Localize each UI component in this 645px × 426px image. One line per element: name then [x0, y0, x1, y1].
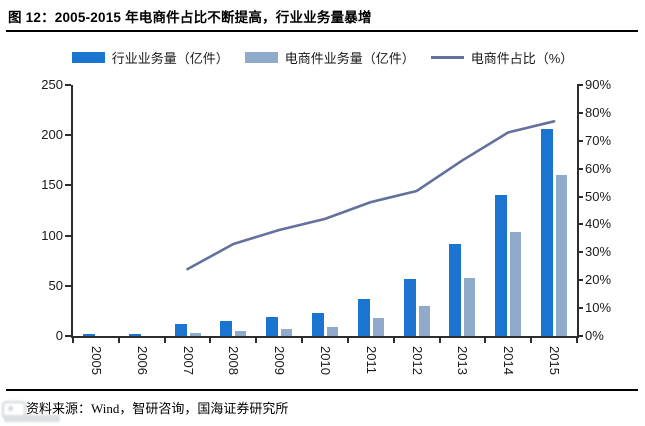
x-axis-tick	[163, 336, 166, 343]
right-axis-label: 40%	[585, 216, 612, 232]
bar-2013-ecommerce	[464, 277, 476, 336]
x-axis-tick	[117, 336, 120, 343]
left-axis-label: 200	[41, 127, 63, 143]
right-axis-label: 70%	[585, 132, 612, 148]
plot-area: 0 50 100 150 200 250 0% 10% 20% 30% 40% 50% 60% 70% 80…	[41, 78, 611, 375]
right-axis-label: 80%	[585, 104, 612, 120]
right-axis-label: 30%	[585, 244, 612, 260]
watermark-blurred-text	[4, 415, 60, 422]
right-axis-label: 50%	[585, 188, 612, 204]
right-axis-label: 60%	[585, 160, 612, 176]
x-axis-tick	[392, 336, 395, 343]
ecommerce-share-line	[186, 119, 556, 271]
bar-2014-industry	[495, 195, 508, 336]
bar-2013-industry	[449, 243, 462, 336]
x-axis-tick	[530, 336, 533, 343]
bar-2007-ecommerce	[189, 333, 201, 336]
x-axis-label-text: 2014	[501, 346, 517, 375]
x-axis-label-text: 2011	[363, 346, 379, 374]
left-axis-label: 50	[48, 277, 63, 293]
x-axis-tick	[484, 336, 487, 343]
left-axis-label: 150	[41, 177, 63, 193]
bar-2010-industry	[312, 312, 324, 336]
x-axis-label-text: 2012	[409, 346, 425, 375]
x-axis-label-text: 2007	[180, 346, 196, 375]
x-axis-tick	[209, 336, 212, 343]
bar-2012-ecommerce	[418, 305, 430, 336]
x-axis-tick	[301, 336, 304, 343]
right-axis-tick	[577, 335, 583, 337]
bar-2012-industry	[403, 278, 416, 336]
x-axis-tick	[346, 336, 349, 343]
x-axis-label-text: 2006	[134, 346, 150, 375]
right-axis-label: 10%	[585, 300, 612, 316]
legend-item-ecommerce-share: 电商件占比（%）	[430, 48, 574, 67]
bar-2010-ecommerce	[327, 326, 338, 336]
right-axis-tick	[577, 195, 583, 198]
right-axis-tick	[577, 139, 583, 142]
right-axis-tick	[577, 223, 583, 226]
right-axis-tick	[577, 111, 583, 114]
watermark-dot-icon	[8, 406, 13, 411]
bar-2007-industry	[174, 323, 187, 336]
left-axis-tick	[65, 84, 71, 86]
bar-2015-industry	[541, 129, 554, 336]
x-axis-tick	[576, 336, 578, 343]
x-axis-label-text: 2008	[226, 346, 242, 375]
x-axis-tick	[438, 336, 441, 343]
left-axis-tick	[65, 184, 71, 187]
right-axis-label: 0%	[585, 328, 604, 343]
x-axis-label-text: 2015	[547, 346, 563, 375]
right-axis-label: 20%	[585, 272, 612, 288]
bar-2009-ecommerce	[281, 328, 293, 336]
right-axis-tick	[577, 307, 583, 310]
chart-legend: 行业业务量（亿件） 电商件业务量（亿件） 电商件占比（%）	[0, 47, 645, 67]
left-axis-tick	[65, 284, 71, 287]
bar-2008-industry	[220, 320, 233, 336]
chart-title: 图 12：2005-2015 年电商件占比不断提高，行业业务量暴增	[8, 10, 372, 25]
right-axis-label: 90%	[585, 77, 612, 92]
x-axis-label-text: 2013	[455, 346, 471, 375]
bar-2006-industry	[128, 334, 141, 336]
right-axis-tick	[577, 84, 583, 86]
legend-label: 行业业务量（亿件）	[111, 50, 229, 66]
right-axis-tick	[577, 167, 583, 170]
left-axis-label: 250	[41, 77, 63, 92]
x-axis-tick	[255, 336, 258, 343]
right-axis-tick	[577, 251, 583, 254]
source-note: 资料来源：Wind，智研咨询，国海证券研究所	[26, 401, 289, 416]
right-axis-tick	[577, 279, 583, 282]
bar-2008-ecommerce	[235, 330, 247, 336]
x-axis-tick	[72, 336, 74, 343]
bar-2014-ecommerce	[510, 231, 522, 336]
legend-label: 电商件占比（%）	[470, 50, 574, 66]
left-axis-tick	[65, 335, 71, 337]
ecommerce-volume-swatch-icon	[244, 51, 278, 63]
bar-2015-ecommerce	[556, 175, 568, 336]
bar-2005-industry	[82, 334, 95, 336]
left-axis-label: 100	[41, 227, 63, 243]
x-axis-label-text: 2010	[318, 346, 333, 375]
bar-2009-industry	[266, 316, 279, 336]
left-axis-tick	[65, 234, 71, 237]
legend-label: 电商件业务量（亿件）	[284, 50, 415, 66]
industry-volume-swatch-icon	[71, 51, 105, 63]
x-axis-label-text: 2005	[88, 346, 104, 375]
left-axis-label: 0	[55, 328, 63, 343]
ecommerce-share-line-icon	[430, 55, 464, 59]
x-axis-label-text: 2009	[272, 346, 288, 375]
legend-item-industry-volume: 行业业务量（亿件）	[71, 48, 229, 67]
bar-2011-ecommerce	[372, 317, 384, 336]
watermark-logo	[2, 399, 64, 423]
left-axis-tick	[65, 134, 71, 137]
bar-2011-industry	[357, 298, 370, 336]
footer-divider	[6, 389, 638, 391]
watermark-frame-icon	[2, 401, 26, 419]
title-divider	[6, 30, 638, 32]
legend-item-ecommerce-volume: 电商件业务量（亿件）	[244, 48, 415, 67]
